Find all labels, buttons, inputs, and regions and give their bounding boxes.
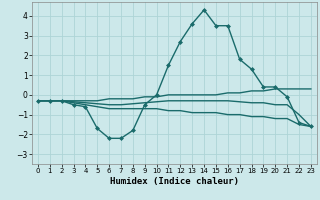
X-axis label: Humidex (Indice chaleur): Humidex (Indice chaleur) [110,177,239,186]
